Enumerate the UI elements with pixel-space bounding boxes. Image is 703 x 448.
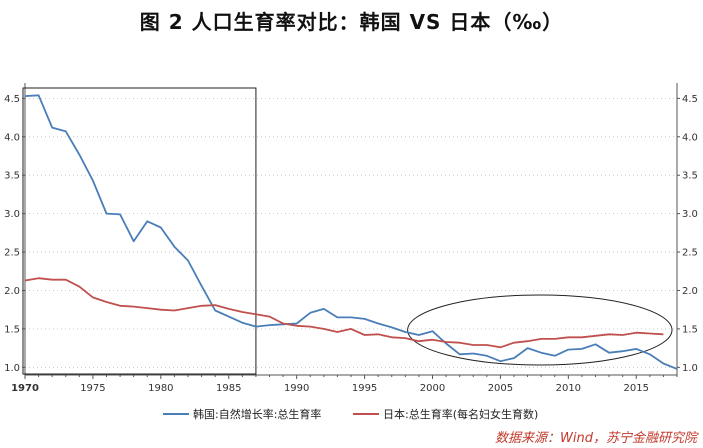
highlight-box xyxy=(22,87,257,375)
legend-label-1: 韩国:自然增长率:总生育率 xyxy=(193,407,321,421)
x-tick-label: 1995 xyxy=(352,383,377,394)
x-tick-label: 1970 xyxy=(11,383,39,394)
y-tick-label-right: 1.5 xyxy=(682,324,698,335)
y-tick-label-left: 4.0 xyxy=(4,132,20,143)
source-note: 数据来源：Wind，苏宁金融研究院 xyxy=(495,431,697,446)
series-line-1 xyxy=(24,94,678,370)
y-tick-label-right: 2.5 xyxy=(682,248,698,259)
legend: 韩国:自然增长率:总生育率 日本:总生育率(每名妇女生育数) xyxy=(163,407,538,421)
y-tick-label-right: 3.0 xyxy=(682,209,698,220)
y-tick-label-left: 1.0 xyxy=(4,363,20,374)
axis-layer: 1.0 1.0 1.5 1.5 2.0 2.0 2.5 2.5 3.0 3.0 3.5 3.5 4.0 4… xyxy=(4,94,698,394)
plot-frame xyxy=(24,83,678,376)
x-tick-label: 2015 xyxy=(624,383,649,394)
series-layer xyxy=(24,94,678,370)
x-tick-label: 2010 xyxy=(556,383,581,394)
annotation-layer xyxy=(22,87,673,375)
grid-layer xyxy=(25,97,677,368)
y-tick-label-left: 4.5 xyxy=(4,94,20,105)
y-tick-label-right: 4.0 xyxy=(682,132,698,143)
highlight-ellipse xyxy=(407,294,673,366)
y-tick-label-right: 3.5 xyxy=(682,171,698,182)
y-tick-label-right: 4.5 xyxy=(682,94,698,105)
x-tick-label: 1975 xyxy=(80,383,105,394)
legend-label-2: 日本:总生育率(每名妇女生育数) xyxy=(383,407,538,421)
x-tick-label: 2005 xyxy=(488,383,513,394)
series-line-2 xyxy=(24,277,664,349)
y-tick-label-left: 2.0 xyxy=(4,286,20,297)
x-tick-label: 1990 xyxy=(284,383,309,394)
chart-title: 图 2 人口生育率对比：韩国 VS 日本（‰） xyxy=(139,10,564,34)
y-tick-label-left: 2.5 xyxy=(4,248,20,259)
x-tick-label: 1985 xyxy=(216,383,241,394)
y-tick-label-left: 3.5 xyxy=(4,171,20,182)
y-tick-label-left: 3.0 xyxy=(4,209,20,220)
x-tick-label: 2000 xyxy=(420,383,445,394)
y-tick-label-right: 1.0 xyxy=(682,363,698,374)
x-tick-label: 1980 xyxy=(148,383,173,394)
y-tick-label-left: 1.5 xyxy=(4,324,20,335)
y-tick-label-right: 2.0 xyxy=(682,286,698,297)
